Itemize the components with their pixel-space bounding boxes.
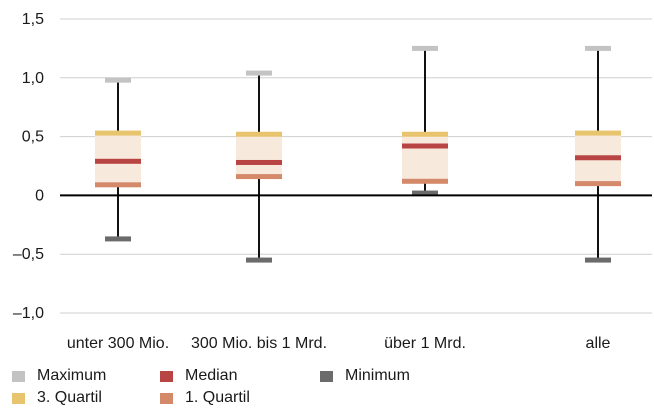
maximum-marker — [585, 45, 611, 51]
maximum-marker — [246, 70, 272, 76]
median-marker — [95, 158, 141, 164]
x-category-label: über 1 Mrd. — [384, 335, 466, 352]
median-marker — [236, 159, 282, 165]
minimum-marker — [412, 190, 438, 196]
iqr-box — [236, 134, 282, 177]
legend-item-maximum: Maximum — [12, 366, 160, 386]
third-quartile-marker — [402, 131, 448, 137]
x-category-label: alle — [586, 335, 611, 352]
legend-item-first-quartile: 1. Quartil — [160, 388, 320, 408]
legend-swatch-median — [160, 370, 173, 382]
iqr-box — [402, 134, 448, 182]
legend-item-median: Median — [160, 366, 320, 386]
legend-swatch-minimum — [320, 370, 333, 382]
first-quartile-marker — [402, 178, 448, 184]
legend-item-minimum: Minimum — [320, 366, 472, 386]
minimum-marker — [585, 257, 611, 263]
y-tick-label: 1,0 — [22, 70, 44, 87]
y-tick-label: –1,0 — [13, 305, 44, 322]
maximum-marker — [105, 77, 131, 83]
legend-swatch-third-quartile — [12, 392, 25, 404]
third-quartile-marker — [236, 131, 282, 137]
x-category-label: unter 300 Mio. — [67, 335, 169, 352]
minimum-marker — [246, 257, 272, 263]
legend-label-third-quartile: 3. Quartil — [37, 389, 102, 406]
legend-item-third-quartile: 3. Quartil — [12, 388, 160, 408]
y-tick-label: 0,5 — [22, 129, 44, 146]
legend-label-first-quartile: 1. Quartil — [185, 389, 250, 406]
median-marker — [402, 143, 448, 149]
maximum-marker — [412, 45, 438, 51]
third-quartile-marker — [95, 130, 141, 136]
legend-label-median: Median — [185, 367, 238, 384]
legend-swatch-first-quartile — [160, 392, 173, 404]
y-tick-label: 0 — [35, 187, 44, 204]
y-tick-label: –0,5 — [13, 246, 44, 263]
first-quartile-marker — [236, 174, 282, 180]
y-tick-label: 1,5 — [22, 11, 44, 28]
legend-label-minimum: Minimum — [345, 367, 410, 384]
first-quartile-marker — [95, 182, 141, 188]
x-category-label: 300 Mio. bis 1 Mrd. — [191, 335, 327, 352]
legend-label-maximum: Maximum — [37, 367, 107, 384]
first-quartile-marker — [575, 181, 621, 187]
median-marker — [575, 155, 621, 161]
minimum-marker — [105, 236, 131, 242]
legend-swatch-maximum — [12, 370, 25, 382]
chart-legend: Maximum Median Minimum 3. Quartil 1. Qua… — [12, 366, 472, 408]
third-quartile-marker — [575, 130, 621, 136]
